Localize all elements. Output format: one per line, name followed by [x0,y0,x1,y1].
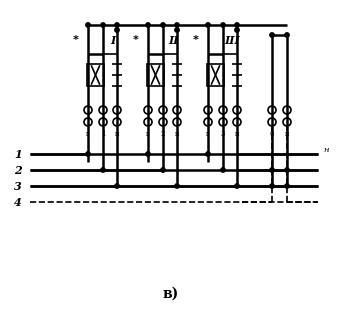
Circle shape [285,33,289,37]
Circle shape [146,23,150,27]
Text: I: I [110,35,116,46]
Text: 2: 2 [161,130,165,138]
Text: *: * [193,35,199,45]
Circle shape [175,23,179,27]
Text: н: н [235,130,239,138]
Circle shape [101,168,105,172]
Bar [147,64,164,86]
Bar [207,64,224,86]
Circle shape [221,23,225,27]
Circle shape [161,168,165,172]
Text: II: II [169,35,179,46]
Text: 1: 1 [101,130,105,138]
Text: г: г [86,130,90,138]
Circle shape [115,23,119,27]
Text: н: н [285,130,289,138]
Text: 3: 3 [221,130,225,138]
Circle shape [235,23,239,27]
Text: в): в) [163,287,179,301]
Text: 1: 1 [14,149,22,159]
Circle shape [235,184,239,188]
Circle shape [175,28,179,32]
Circle shape [285,168,289,172]
Circle shape [115,184,119,188]
Circle shape [86,23,90,27]
Circle shape [146,152,150,156]
Text: 3: 3 [14,181,22,192]
Text: н: н [115,130,119,138]
Circle shape [115,28,119,32]
Text: г: г [146,130,150,138]
Circle shape [270,168,274,172]
Text: III: III [224,35,240,46]
Text: 0: 0 [270,130,274,138]
Text: 2: 2 [14,164,22,175]
Circle shape [86,152,90,156]
Text: г: г [206,130,210,138]
Text: н: н [175,130,179,138]
Circle shape [206,23,210,27]
Text: н: н [323,146,329,154]
Text: *: * [133,35,139,45]
Circle shape [270,184,274,188]
Circle shape [221,168,225,172]
Circle shape [175,184,179,188]
Circle shape [206,152,210,156]
Circle shape [161,23,165,27]
Bar [87,64,104,86]
Circle shape [270,33,274,37]
Circle shape [285,184,289,188]
Circle shape [101,23,105,27]
Circle shape [235,28,239,32]
Text: *: * [73,35,79,45]
Text: 4: 4 [14,197,22,207]
